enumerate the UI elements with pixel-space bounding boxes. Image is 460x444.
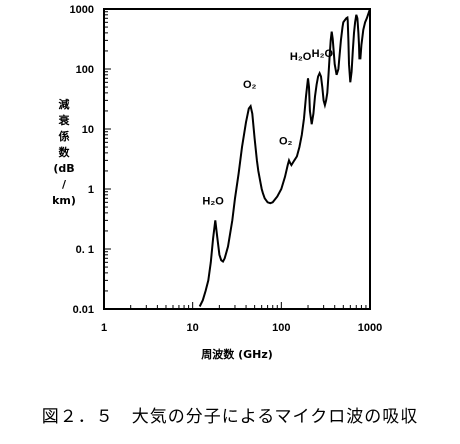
x-axis: 1 10 100 1000 [101,302,382,334]
y-tick-label: 0.01 [73,304,94,316]
peak-label: O₂ [279,136,293,148]
peak-label: H₂O [290,51,312,63]
y-label-part: (dB [53,162,74,175]
x-tick-label: 10 [187,322,199,334]
figure-caption: 図２．５ 大気の分子によるマイクロ波の吸収 [41,407,419,427]
x-tick-label: 1 [101,322,107,334]
y-label-part: / [62,178,67,191]
y-label-part: 係 [59,129,70,143]
peak-label: H₂O [202,196,224,208]
y-tick-label: 1000 [70,4,94,16]
attenuation-curve [198,8,371,307]
y-label-part: 衰 [58,113,71,127]
y-label-part: 減 [59,97,70,111]
y-tick-label: 100 [76,64,94,76]
peak-label: O₂ [243,79,257,91]
y-tick-label: 10 [82,124,94,136]
peak-label: H₂O [312,48,334,60]
y-label-part: km) [52,194,76,207]
x-axis-label: 周波数 (GHz) [201,347,273,361]
x-tick-label: 1000 [358,322,382,334]
y-tick-label: 1 [88,184,94,196]
y-tick-label: 0. 1 [76,244,94,256]
y-label-part: 数 [59,145,71,159]
x-tick-label: 100 [272,322,290,334]
y-axis: 0.01 0. 1 1 10 100 1000 [70,4,111,316]
plot-frame [103,8,371,310]
